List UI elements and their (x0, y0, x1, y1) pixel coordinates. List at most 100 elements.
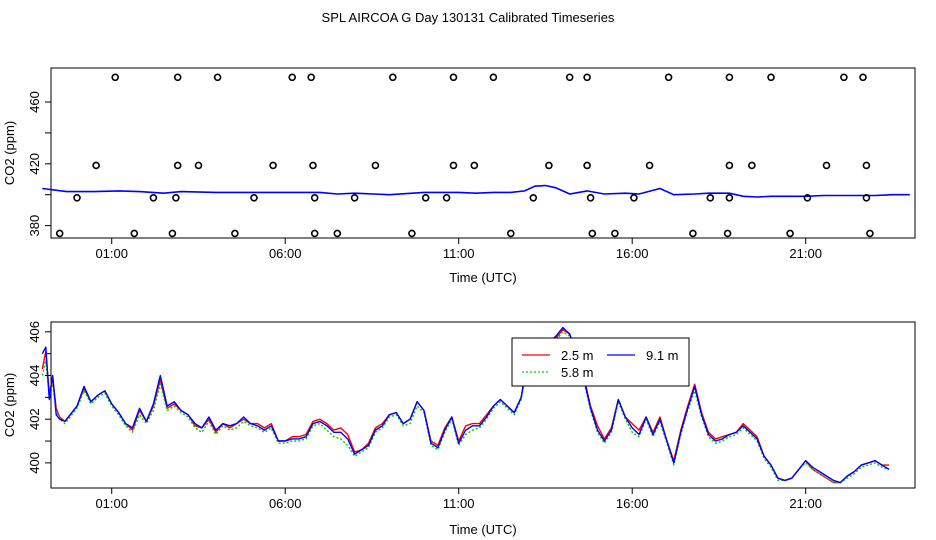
top-data-point (630, 194, 638, 202)
top-data-point (748, 161, 756, 170)
top-x-axis-label: Time (UTC) (449, 270, 516, 285)
top-x-tick-label-21-00: 21:00 (789, 246, 822, 261)
chart-title: SPL AIRCOA G Day 130131 Calibrated Times… (322, 10, 615, 25)
top-data-point (866, 229, 874, 238)
top-data-point (350, 194, 359, 202)
top-data-point (840, 73, 848, 82)
top-data-point (92, 161, 100, 170)
top-data-point (803, 194, 812, 202)
top-data-point (489, 73, 498, 82)
top-data-point (862, 194, 871, 202)
top-data-point (388, 73, 397, 82)
bottom-series (41, 326, 890, 484)
bottom-plot-frame (50, 321, 916, 489)
top-data-point (470, 161, 479, 170)
top-points (55, 73, 874, 238)
top-data-point (767, 73, 775, 82)
top-data-point (309, 161, 317, 170)
legend-label-9-1m: 9.1 m (646, 348, 679, 363)
top-x-tick-label-16-00: 16:00 (616, 246, 649, 261)
top-data-point (449, 73, 458, 82)
top-x-tick-label-01-00: 01:00 (95, 246, 128, 261)
legend-label-5-8m: 5.8 m (561, 365, 594, 380)
top-panel: 01:00 06:00 11:00 16:00 21:00 380 420 460 Time… (2, 67, 916, 285)
top-data-point (449, 161, 458, 170)
top-data-point (725, 73, 734, 82)
top-series-line (42, 184, 910, 198)
top-data-point (173, 161, 182, 170)
top-data-point (583, 73, 591, 82)
top-data-point (172, 194, 180, 202)
top-data-point (862, 161, 871, 170)
bottom-x-tick-label-11-00: 11:00 (443, 496, 475, 511)
top-data-point (194, 161, 203, 170)
top-series-line-blue (42, 184, 910, 198)
top-data-point (307, 73, 316, 82)
top-data-point (130, 229, 139, 238)
bottom-x-axis-label: Time (UTC) (449, 522, 516, 537)
bottom-x-tick-label-01-00: 01:00 (95, 496, 128, 511)
top-data-point (111, 73, 119, 82)
top-y-axis: 380 420 460 (27, 91, 51, 236)
top-y-tick-label-420: 420 (27, 153, 42, 175)
top-data-point (333, 229, 342, 238)
bottom-y-tick-label-400: 400 (27, 452, 42, 474)
top-data-point (664, 73, 673, 82)
top-x-axis: 01:00 06:00 11:00 16:00 21:00 (95, 238, 822, 261)
top-x-tick-label-11-00: 11:00 (443, 246, 475, 261)
legend: 2.5 m 9.1 m 5.8 m (511, 337, 690, 387)
top-data-point (565, 73, 574, 82)
top-data-point (269, 161, 277, 170)
bottom-y-tick-label-406: 406 (27, 321, 42, 343)
top-x-tick-label-06-00: 06:00 (269, 246, 302, 261)
top-data-point (822, 161, 831, 170)
bottom-series-line-2-5-m (41, 328, 889, 484)
bottom-y-tick-label-404: 404 (27, 365, 42, 387)
top-plot-frame (50, 67, 916, 239)
top-data-point (288, 73, 297, 82)
top-y-tick-label-380: 380 (27, 215, 42, 237)
top-data-point (588, 229, 597, 238)
bottom-panel: 01:00 06:00 11:00 16:00 21:00 400 402 404 406 2… (2, 321, 916, 537)
top-data-point (55, 229, 64, 238)
top-data-point (583, 161, 591, 170)
top-data-point (545, 161, 553, 170)
top-data-point (442, 194, 451, 202)
bottom-y-tick-label-402: 402 (27, 408, 42, 430)
top-y-axis-label: CO2 (ppm) (2, 121, 17, 185)
top-data-point (168, 229, 177, 238)
top-data-point (310, 194, 319, 202)
top-data-point (725, 161, 734, 170)
top-data-point (586, 194, 595, 202)
top-data-point (859, 73, 867, 82)
legend-box (511, 337, 690, 387)
bottom-x-tick-label-16-00: 16:00 (616, 496, 649, 511)
top-data-point (786, 229, 794, 238)
top-data-point (645, 161, 654, 170)
top-data-point (529, 194, 538, 202)
top-data-point (231, 229, 239, 238)
top-y-tick-label-460: 460 (27, 91, 42, 113)
bottom-x-tick-label-21-00: 21:00 (789, 496, 822, 511)
top-data-point (725, 194, 734, 202)
top-data-point (506, 229, 515, 238)
top-data-point (213, 73, 222, 82)
top-data-point (149, 194, 158, 202)
top-data-point (421, 194, 430, 202)
top-data-point (250, 194, 258, 202)
bottom-series-line-9-1-m (41, 326, 890, 484)
top-data-point (310, 229, 319, 238)
bottom-y-axis-label: CO2 (ppm) (2, 373, 17, 437)
top-data-point (173, 73, 182, 82)
bottom-x-axis: 01:00 06:00 11:00 16:00 21:00 (95, 488, 822, 511)
top-data-point (408, 229, 416, 238)
top-data-point (706, 194, 715, 202)
top-data-point (611, 229, 619, 238)
top-data-point (73, 194, 81, 202)
top-data-point (723, 229, 732, 238)
legend-label-2-5m: 2.5 m (561, 348, 594, 363)
bottom-x-tick-label-06-00: 06:00 (269, 496, 302, 511)
top-data-point (371, 161, 380, 170)
top-data-point (689, 229, 697, 238)
